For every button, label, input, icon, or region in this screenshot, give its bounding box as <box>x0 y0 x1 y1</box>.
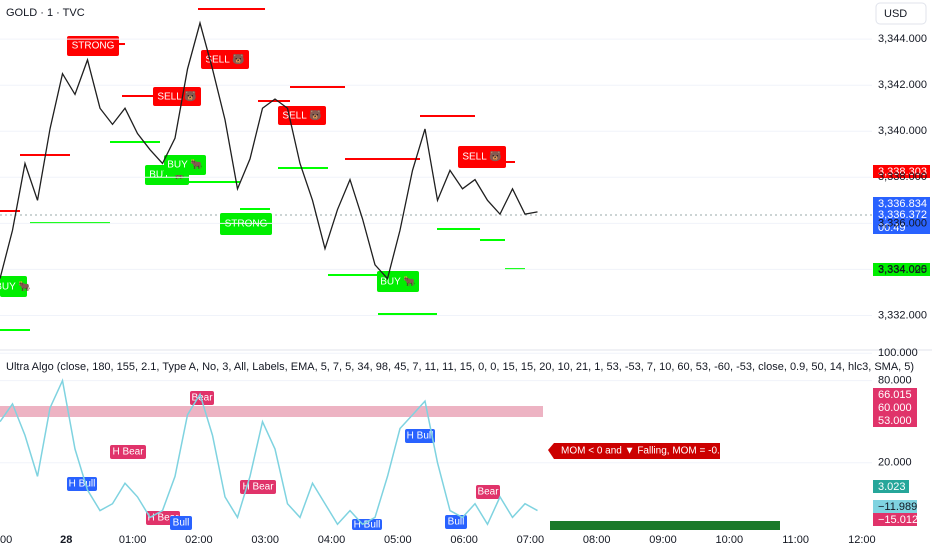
signal-label: SELL 🐻 <box>205 53 245 66</box>
x-tick-label: 07:00 <box>517 534 545 546</box>
x-tick-label: 12:00 <box>848 534 876 546</box>
x-tick-label: 01:00 <box>119 534 147 546</box>
osc-badge: 3.023 <box>878 481 906 493</box>
osc-badge: 66.015 <box>878 389 912 401</box>
zone <box>0 406 543 417</box>
price-badge: 3,334.025 <box>878 264 927 276</box>
x-tick-label: 05:00 <box>384 534 412 546</box>
y-tick-label: 3,342.000 <box>878 79 927 91</box>
osc-badge: 60.000 <box>878 402 912 414</box>
y-tick-label: 3,336.000 <box>878 217 927 229</box>
y-tick-label: 3,340.000 <box>878 125 927 137</box>
bar <box>550 521 780 530</box>
x-tick-label: 10:00 <box>716 534 744 546</box>
osc-badge: 53.000 <box>878 415 912 427</box>
osc-label: H Bear <box>112 447 144 458</box>
osc-label: Bull <box>448 517 465 528</box>
osc-label: H Bear <box>147 513 179 524</box>
y-tick-label: 80.000 <box>878 375 912 387</box>
signal-label: BUY 🐂 <box>0 281 31 293</box>
x-tick-label: 02:00 <box>185 534 213 546</box>
y-tick-label: 3,344.000 <box>878 33 927 45</box>
price-badge: 3,338.303 <box>878 166 927 178</box>
y-tick-label: 3,338.000 <box>878 171 927 183</box>
osc-badge: −15.012 <box>878 514 918 526</box>
osc-label: H Bear <box>242 482 274 493</box>
signal-labels: STRONG SELL 🐻 SELL 🐻 SELL 🐻 SELL 🐻 BUY 🐂… <box>0 36 506 297</box>
osc-label: Bear <box>477 487 499 498</box>
signal-label: SELL 🐻 <box>157 90 197 103</box>
osc-label: H Bull <box>407 431 434 442</box>
signal-label: BUY 🐂 <box>167 159 203 171</box>
y-tick-label: 20.000 <box>878 457 912 469</box>
x-tick-label: 11:00 <box>782 534 809 546</box>
price-badges: 3,338.303 3,336.834 3,336.372 00:49 3,33… <box>873 165 930 526</box>
x-tick-label: 06:00 <box>450 534 478 546</box>
price-badge: 00:49 <box>878 222 906 234</box>
currency-button[interactable] <box>875 2 927 25</box>
y-tick-label: 3,332.000 <box>878 309 927 321</box>
osc-badge: −11.989 <box>878 501 917 513</box>
symbol: GOLD · 1 · TVC <box>6 7 85 19</box>
y-tick-label: 3,334.000 <box>878 263 927 275</box>
currency[interactable]: USD <box>884 8 907 20</box>
indicator-title: Ultra Algo (close, 180, 155, 2.1, Type A… <box>6 361 914 373</box>
x-tick-label: 09:00 <box>649 534 677 546</box>
signal-label: STRONG <box>225 219 268 230</box>
price-badge: 3,336.834 <box>878 198 927 210</box>
x-tick-label: 08:00 <box>583 534 611 546</box>
annotation-box <box>548 443 720 459</box>
x-tick-label: 04:00 <box>318 534 346 546</box>
signal-label: STRONG <box>72 41 115 52</box>
osc-label: H Bull <box>354 520 381 531</box>
y-tick-label: 100.000 <box>878 347 918 359</box>
series-line <box>0 378 538 526</box>
signal-label: BUY 🐂 <box>380 276 416 288</box>
signal-label: SELL 🐻 <box>282 109 322 122</box>
price-badge: 3,336.372 <box>878 209 927 221</box>
x-tick-label: 28 <box>60 534 72 546</box>
annotation: MOM < 0 and ▼ Falling, MOM = -0.13 <box>561 446 731 457</box>
x-tick-label: 03:00 <box>251 534 279 546</box>
x-tick-label: 00 <box>0 534 12 546</box>
osc-label: H Bull <box>69 479 96 490</box>
osc-label: Bear <box>191 393 213 404</box>
osc-label: Bull <box>173 518 190 529</box>
signal-label: SELL 🐻 <box>462 150 502 163</box>
series-line <box>0 20 538 280</box>
